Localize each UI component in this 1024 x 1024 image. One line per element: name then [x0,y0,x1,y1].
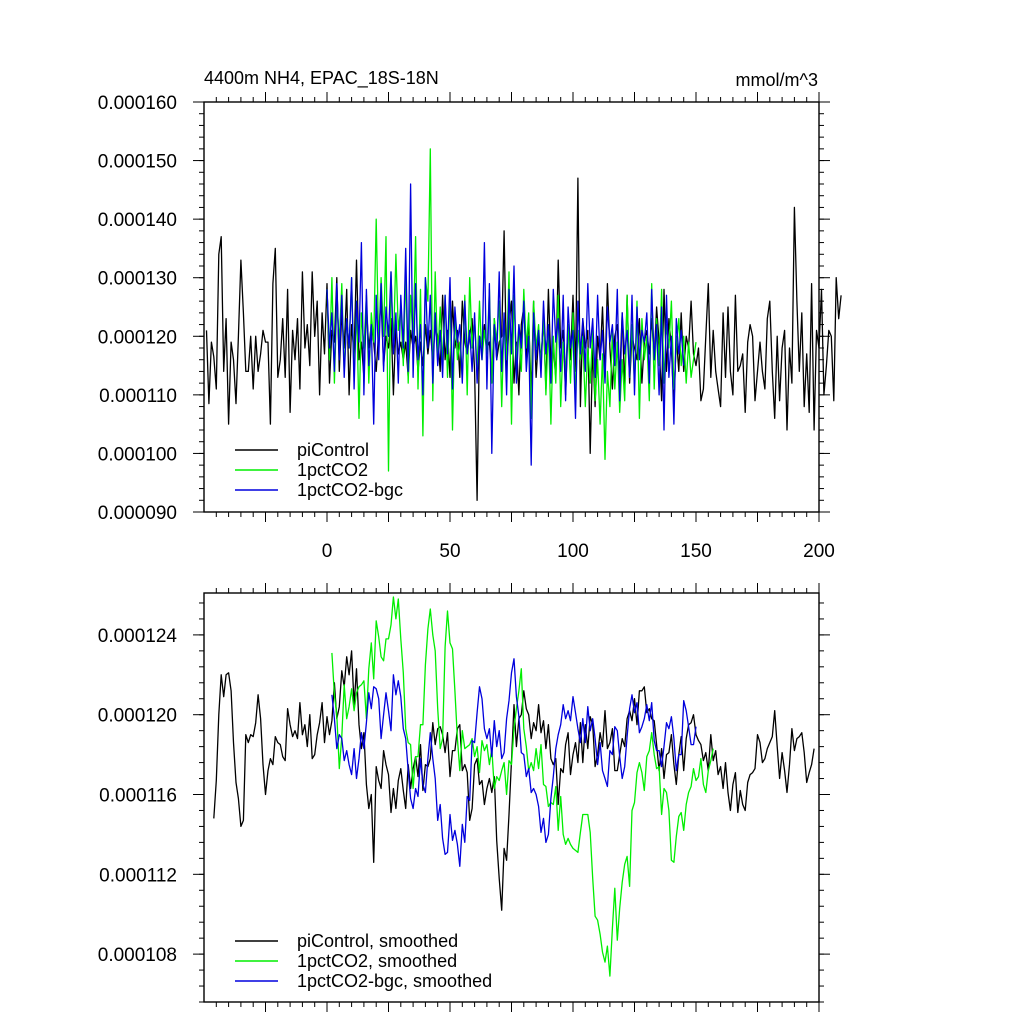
chart-title: 4400m NH4, EPAC_18S-18N [204,68,439,89]
x-tick-label: 150 [680,541,712,562]
x-tick-label: 0 [322,541,333,562]
units-label: mmol/m^3 [736,70,818,90]
y-tick-label: 0.000116 [99,786,177,807]
y-tick-label: 0.000120 [98,327,177,348]
y-tick-label: 0.000090 [98,503,177,524]
y-tick-label: 0.000124 [98,626,178,647]
bottom-panel: 0.000108 0.000112 0.000116 0.000120 0.000124… [98,583,830,1012]
x-tick-label: 200 [803,541,835,562]
y-tick-label: 0.000150 [98,152,177,173]
bottom-plot-area: 0.000108 0.000112 0.000116 0.000120 0.000124… [98,583,830,1012]
series-line-picontrol-smoothed [213,650,815,911]
y-tick-label: 0.000120 [98,706,177,727]
legend-label: 1pctCO2 [297,460,368,480]
legend-label: piControl [297,440,369,460]
y-tick-label: 0.000112 [99,865,177,886]
x-tick-label: 100 [557,541,589,562]
top-plot-area: 0 50 100 150 200 0.000090 0.000100 0.000110 0.00… [98,92,842,562]
series-line-1pctco2-smoothed [331,596,714,977]
legend-label: 1pctCO2-bgc, smoothed [297,971,492,991]
legend-label: piControl, smoothed [297,931,458,951]
y-tick-label: 0.000110 [99,386,177,407]
y-tick-label: 0.000108 [98,945,177,966]
series-line-1pctco2-bgc [326,183,685,466]
legend-label: 1pctCO2, smoothed [297,951,457,971]
legend-label: 1pctCO2-bgc [297,480,403,500]
y-tick-label: 0.000130 [98,269,177,290]
top-panel: 4400m NH4, EPAC_18S-18N mmol/m^3 0 50 100 1… [98,68,842,562]
y-tick-label: 0.000160 [98,93,177,114]
y-tick-label: 0.000140 [98,210,177,231]
y-tick-label: 0.000100 [98,444,177,465]
x-tick-label: 50 [439,541,460,562]
series-line-1pctco2-bgc-smoothed [331,658,697,867]
